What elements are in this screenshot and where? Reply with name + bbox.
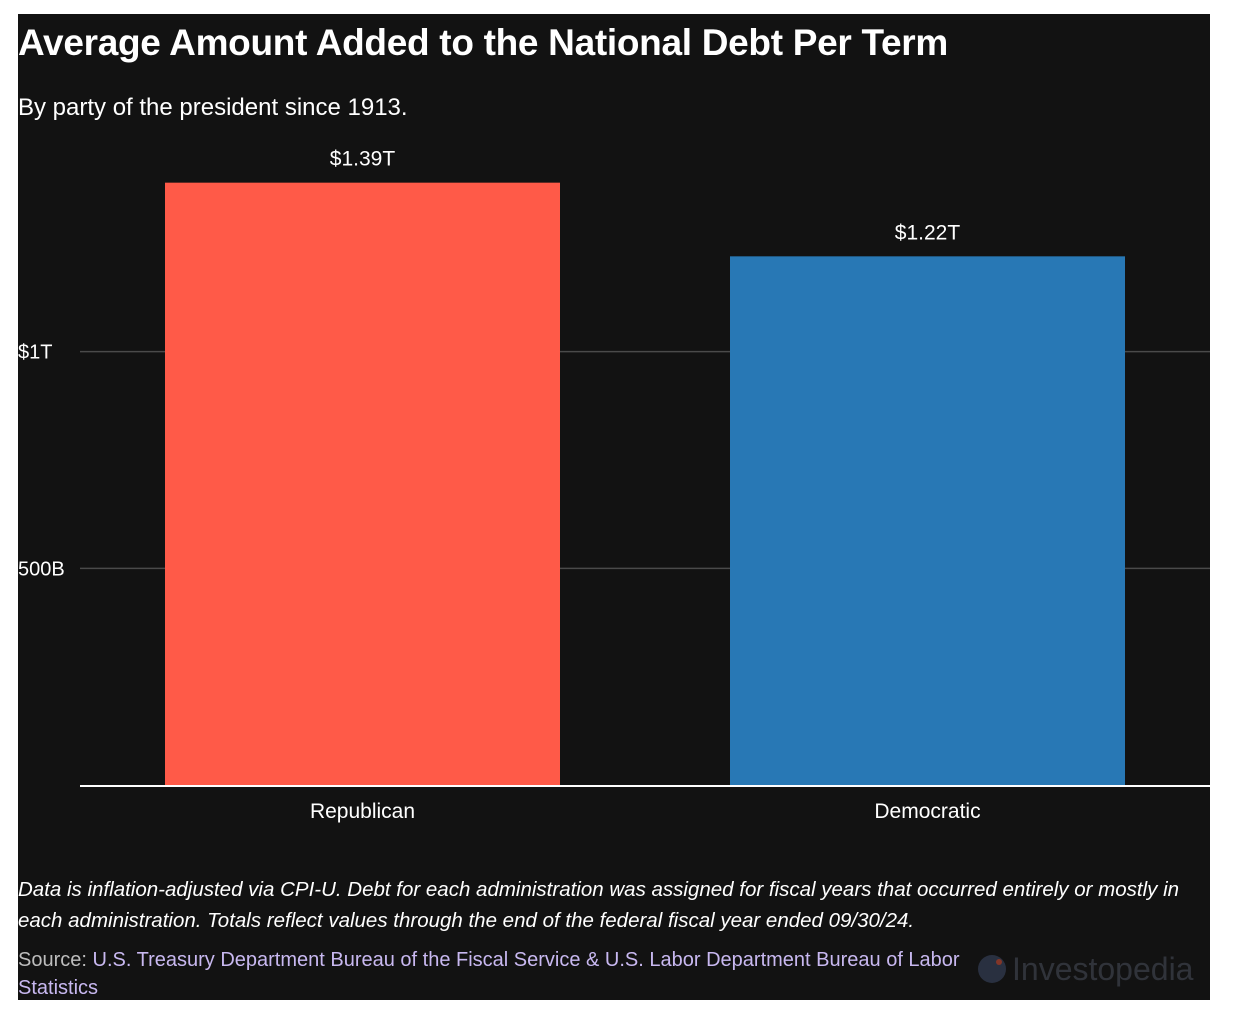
y-tick-label-1: $1T (18, 342, 52, 364)
data-label-democratic: $1.22T (895, 221, 961, 244)
source-link[interactable]: U.S. Treasury Department Bureau of the F… (18, 949, 960, 999)
investopedia-logo: Investopedia (978, 950, 1193, 988)
chart-note: Data is inflation-adjusted via CPI-U. De… (18, 878, 1180, 932)
y-tick-label-0: 500B (18, 558, 65, 580)
source-label: Source: (18, 949, 87, 971)
investopedia-logo-icon (978, 955, 1006, 983)
chart-title: Average Amount Added to the National Deb… (18, 22, 948, 63)
source-line: Source: U.S. Treasury Department Bureau … (18, 946, 978, 1000)
data-label-republican: $1.39T (330, 148, 396, 171)
bar-chart: 500B $1T $1.39T Republican $1.22T Democratic (18, 148, 1210, 823)
chart-panel: Average Amount Added to the National Deb… (18, 14, 1210, 1000)
x-tick-label-republican: Republican (310, 800, 415, 823)
x-tick-label-democratic: Democratic (874, 800, 980, 823)
bar-republican (165, 182, 560, 785)
investopedia-logo-text: Investopedia (1012, 950, 1194, 987)
bar-democratic (730, 256, 1125, 785)
chart-subtitle: By party of the president since 1913. (18, 94, 408, 121)
